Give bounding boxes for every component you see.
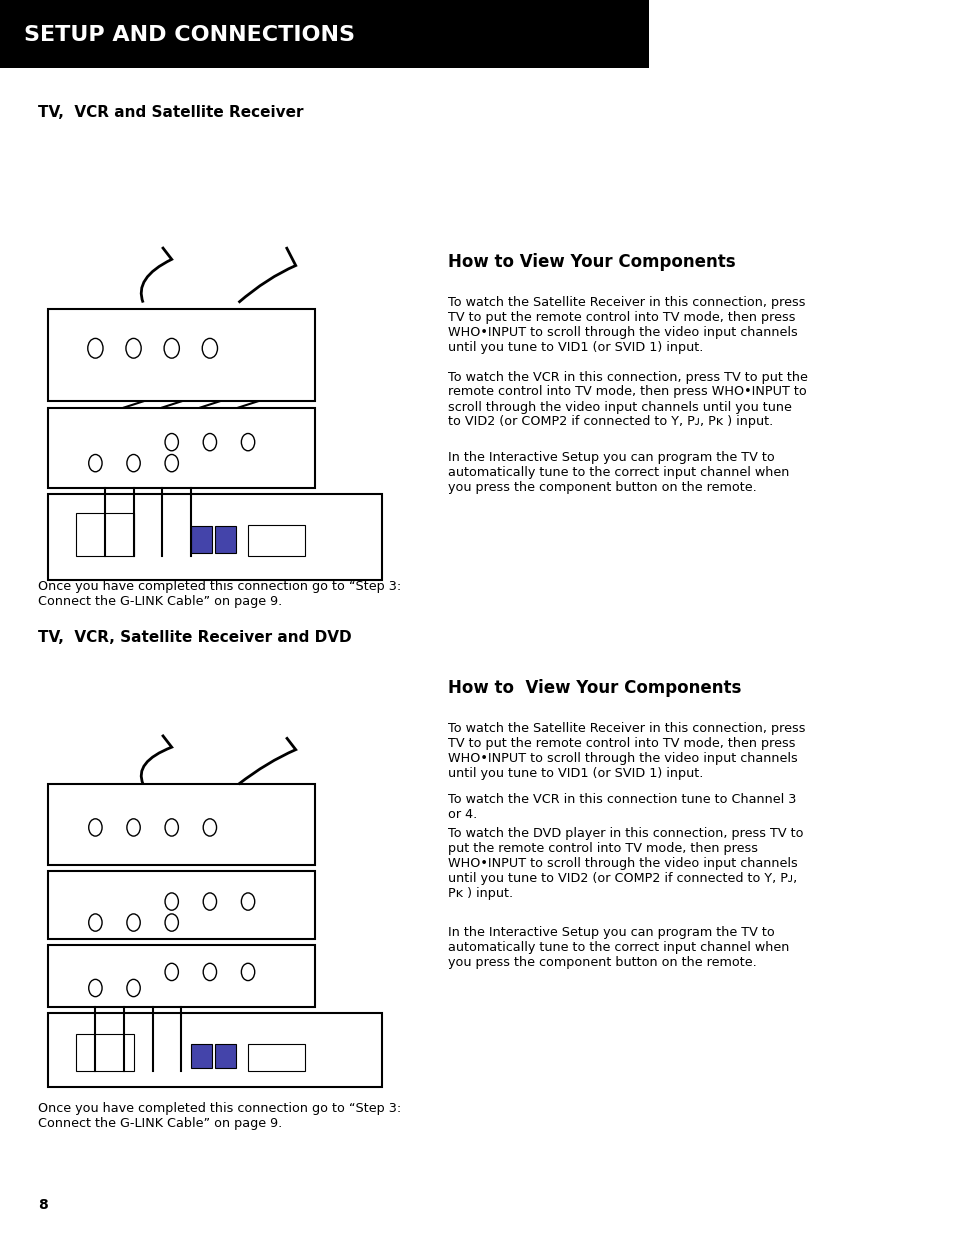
Bar xyxy=(48,945,314,1007)
FancyBboxPatch shape xyxy=(0,0,648,68)
Bar xyxy=(48,871,314,939)
Text: TV,  VCR, Satellite Receiver and DVD: TV, VCR, Satellite Receiver and DVD xyxy=(38,630,352,645)
Bar xyxy=(191,1044,212,1068)
Text: In the Interactive Setup you can program the TV to
automatically tune to the cor: In the Interactive Setup you can program… xyxy=(448,926,789,969)
Text: To watch the VCR in this connection tune to Channel 3
or 4.: To watch the VCR in this connection tune… xyxy=(448,793,796,821)
Bar xyxy=(214,526,235,553)
Text: To watch the Satellite Receiver in this connection, press
TV to put the remote c: To watch the Satellite Receiver in this … xyxy=(448,722,805,781)
Text: SETUP AND CONNECTIONS: SETUP AND CONNECTIONS xyxy=(24,25,355,44)
Text: To watch the VCR in this connection, press TV to put the
remote control into TV : To watch the VCR in this connection, pre… xyxy=(448,370,807,429)
Bar xyxy=(76,1034,133,1071)
Bar xyxy=(48,309,314,401)
Text: To watch the DVD player in this connection, press TV to
put the remote control i: To watch the DVD player in this connecti… xyxy=(448,827,803,900)
Text: How to View Your Components: How to View Your Components xyxy=(448,253,735,272)
Text: Once you have completed this connection go to “Step 3:
Connect the G-LINK Cable”: Once you have completed this connection … xyxy=(38,580,401,609)
Bar xyxy=(48,408,314,488)
Text: TV,  VCR and Satellite Receiver: TV, VCR and Satellite Receiver xyxy=(38,105,303,120)
Text: How to  View Your Components: How to View Your Components xyxy=(448,679,741,698)
Bar xyxy=(48,784,314,864)
Text: Once you have completed this connection go to “Step 3:
Connect the G-LINK Cable”: Once you have completed this connection … xyxy=(38,1102,401,1130)
Bar xyxy=(248,1044,305,1071)
Bar xyxy=(48,1013,381,1087)
Bar xyxy=(214,1044,235,1068)
Text: In the Interactive Setup you can program the TV to
automatically tune to the cor: In the Interactive Setup you can program… xyxy=(448,451,789,494)
Text: To watch the Satellite Receiver in this connection, press
TV to put the remote c: To watch the Satellite Receiver in this … xyxy=(448,296,805,354)
Bar xyxy=(248,525,305,556)
Bar xyxy=(48,494,381,580)
Bar xyxy=(76,513,133,556)
Bar xyxy=(191,526,212,553)
Text: 8: 8 xyxy=(38,1198,48,1212)
